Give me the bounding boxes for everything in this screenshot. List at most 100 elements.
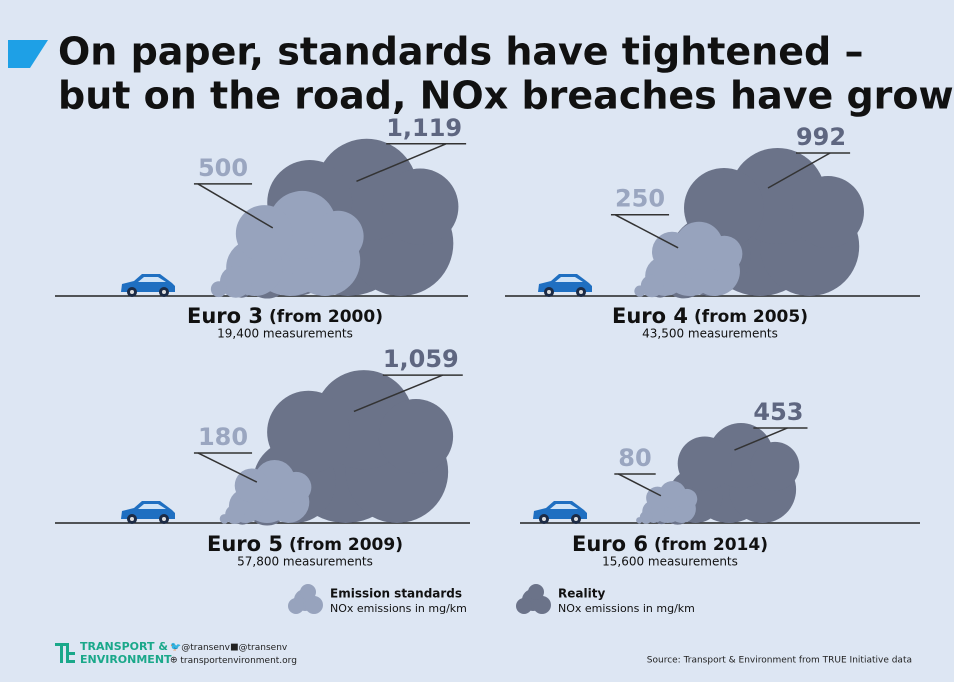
car-window: [555, 277, 583, 282]
puff: [646, 486, 669, 510]
puff: [516, 598, 532, 614]
puff: [528, 584, 544, 600]
brand: ENVIRONMENT: [80, 653, 172, 666]
leader-line: [734, 427, 788, 451]
category-name: Euro 6: [572, 532, 648, 556]
puff: [636, 517, 643, 524]
puff: [652, 231, 693, 272]
cloud: [210, 190, 364, 298]
legend-swatch: [516, 584, 551, 614]
leader-line: [617, 473, 662, 497]
website: ⊕ transportenvironment.org: [170, 656, 297, 666]
category-name: Euro 4: [612, 304, 688, 328]
website-url: transportenvironment.org: [180, 656, 297, 666]
puff: [267, 390, 350, 474]
puff: [234, 468, 269, 503]
value-label: 453: [753, 398, 803, 426]
leader-line: [356, 143, 447, 182]
puff: [634, 285, 646, 297]
legend-label: Reality: [558, 587, 605, 601]
car: [121, 501, 175, 524]
hub: [579, 290, 583, 294]
title-line: but on the road, NOx breaches have grown: [58, 74, 954, 118]
facebook: ■@transenv: [230, 643, 288, 653]
value-label: 1,119: [386, 114, 462, 142]
hub: [130, 517, 134, 521]
puff: [312, 210, 364, 262]
cloud: [219, 459, 312, 525]
twitter: 🐦@transenv: [170, 642, 231, 653]
leader-line: [353, 374, 444, 413]
puff: [533, 596, 551, 614]
title-marker: [8, 40, 48, 68]
category-period: (from 2009): [289, 535, 403, 555]
measurements: 15,600 measurements: [602, 555, 738, 569]
hub: [162, 517, 166, 521]
title-line: On paper, standards have tightened –: [58, 30, 863, 74]
car-window: [550, 504, 578, 509]
puff: [210, 281, 227, 298]
category-name: Euro 5: [207, 532, 283, 556]
car-body: [533, 501, 587, 519]
value-label: 500: [198, 154, 248, 182]
car: [538, 274, 592, 297]
car-window: [138, 504, 166, 509]
hub: [162, 290, 166, 294]
car-body: [538, 274, 592, 292]
hub: [542, 517, 546, 521]
category-period: (from 2005): [694, 307, 808, 327]
car: [533, 501, 587, 524]
category-label: Euro 3 (from 2000): [187, 304, 383, 328]
puff: [219, 514, 230, 524]
leader-line: [197, 183, 274, 229]
puff: [381, 168, 459, 246]
car-body: [121, 501, 175, 519]
category-period: (from 2014): [654, 535, 768, 555]
category-label: Euro 4 (from 2005): [612, 304, 808, 328]
puff: [219, 265, 252, 298]
cloud: [634, 221, 743, 298]
leader-line: [614, 214, 679, 249]
value-label: 80: [618, 444, 651, 472]
puff: [677, 436, 732, 491]
legend-note: NOx emissions in mg/km: [330, 602, 467, 615]
source: Source: Transport & Environment from TRU…: [647, 656, 912, 666]
hub: [547, 290, 551, 294]
puff: [305, 596, 323, 614]
puff: [300, 584, 316, 600]
leader-line: [197, 452, 258, 483]
puff: [225, 504, 245, 525]
puff: [288, 598, 304, 614]
measurements: 43,500 measurements: [642, 327, 778, 341]
puff: [280, 471, 312, 503]
category-label: Euro 6 (from 2014): [572, 532, 768, 556]
puff: [640, 274, 664, 298]
value-label: 992: [796, 123, 846, 151]
logo: [55, 643, 75, 663]
car-window: [138, 277, 166, 282]
legend-swatch: [288, 584, 323, 614]
value-label: 180: [198, 423, 248, 451]
car-body: [121, 274, 175, 292]
twitter-handle: @transenv: [181, 643, 230, 653]
car: [121, 274, 175, 297]
value-label: 250: [615, 185, 665, 213]
puff: [676, 488, 698, 510]
puff: [235, 205, 293, 262]
legend-note: NOx emissions in mg/km: [558, 602, 695, 615]
measurements: 57,800 measurements: [237, 555, 373, 569]
value-label: 1,059: [383, 345, 459, 373]
category-period: (from 2000): [269, 307, 383, 327]
puff: [378, 399, 454, 474]
puff: [639, 510, 653, 524]
puff: [750, 441, 800, 491]
hub: [130, 290, 134, 294]
cloud: [636, 480, 698, 524]
category-label: Euro 5 (from 2009): [207, 532, 403, 556]
category-name: Euro 3: [187, 304, 263, 328]
measurements: 19,400 measurements: [217, 327, 353, 341]
puff: [791, 176, 864, 249]
hub: [574, 517, 578, 521]
legend-label: Emission standards: [330, 587, 462, 601]
